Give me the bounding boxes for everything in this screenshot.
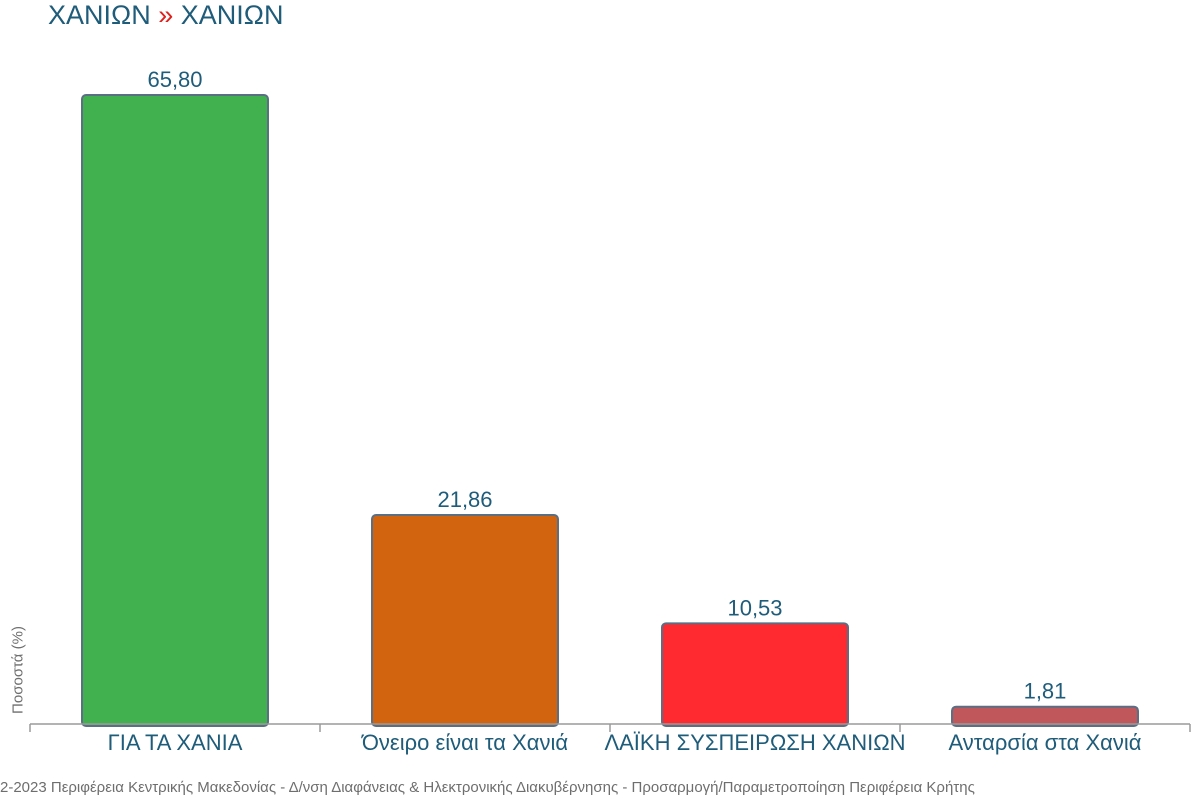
title-municipality: ΧΑΝΙΩΝ (180, 0, 284, 30)
footer-credits: 2-2023 Περιφέρεια Κεντρικής Μακεδονίας -… (0, 779, 975, 796)
bar-4 (951, 705, 1139, 727)
x-axis: ΓΙΑ ΤΑ ΧΑΝΙΑ Όνειρο είναι τα Χανιά ΛΑΪΚΗ Σ… (29, 723, 1191, 755)
chart-title: ΧΑΝΙΩΝ » ΧΑΝΙΩΝ (48, 0, 283, 31)
category-label-2: Όνειρο είναι τα Χανιά (361, 730, 568, 755)
category-label-3: ΛΑΪΚΗ ΣΥΣΠΕΙΡΩΣΗ ΧΑΝΙΩΝ (604, 730, 905, 755)
value-label-2: 21,86 (437, 487, 492, 512)
category-label-4: Ανταρσία στα Χανιά (949, 730, 1142, 755)
bars-layer: 65,80 21,86 10,53 1,81 (81, 67, 1139, 728)
bar-2 (371, 514, 559, 728)
title-separator: » (158, 0, 174, 30)
title-region: ΧΑΝΙΩΝ (48, 0, 151, 30)
bar-1 (81, 94, 269, 727)
value-label-4: 1,81 (1024, 679, 1067, 704)
value-label-3: 10,53 (727, 595, 782, 620)
y-axis-label: Ποσοστά (%) (9, 626, 27, 714)
bar-3 (661, 622, 849, 727)
value-label-1: 65,80 (147, 67, 202, 92)
category-label-1: ΓΙΑ ΤΑ ΧΑΝΙΑ (108, 730, 243, 755)
